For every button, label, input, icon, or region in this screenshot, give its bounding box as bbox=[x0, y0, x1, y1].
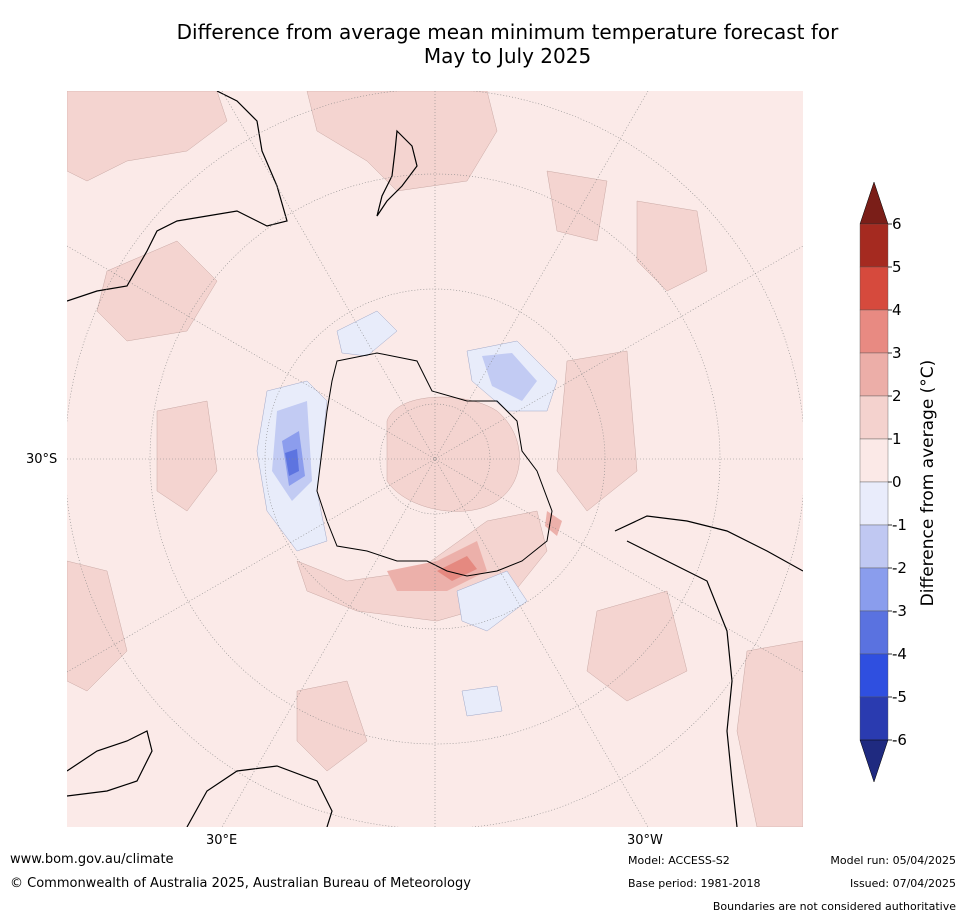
warm-polar-centre bbox=[386, 396, 520, 512]
colorbar: 6 5 4 3 2 1 0 -1 -2 -3 -4 -5 -6 bbox=[859, 181, 907, 783]
colorbar-tick-label: -3 bbox=[892, 602, 907, 620]
warm-patch-top-left bbox=[67, 91, 228, 182]
colorbar-label: Difference from average (°C) bbox=[918, 359, 938, 607]
footer-model-run: Model run: 05/04/2025 bbox=[830, 854, 956, 867]
warm-patch-bottom-right bbox=[736, 640, 803, 827]
colorbar-segment bbox=[859, 696, 889, 741]
australia-coastline bbox=[67, 91, 288, 302]
colorbar-segment bbox=[859, 653, 889, 698]
colorbar-segment bbox=[859, 223, 889, 268]
footer-disclaimer: Boundaries are not considered authoritat… bbox=[712, 900, 956, 913]
cool-patch-south bbox=[461, 685, 503, 717]
cool-4-patch-indian bbox=[285, 449, 299, 476]
warm-3-4-weddell bbox=[437, 556, 477, 581]
colorbar-segment bbox=[859, 266, 889, 311]
warm-patch-east bbox=[556, 350, 638, 512]
cool-anomaly-regions bbox=[256, 310, 558, 717]
colorbar-tick-label: -5 bbox=[892, 688, 907, 706]
chart-title: Difference from average mean minimum tem… bbox=[0, 20, 965, 68]
colorbar-segment bbox=[859, 352, 889, 397]
colorbar-tick-label: 5 bbox=[892, 258, 902, 276]
warm-2-3-peninsula bbox=[545, 511, 562, 536]
cool-patch-ross-sea bbox=[336, 310, 398, 357]
graticule bbox=[67, 91, 803, 827]
warm-patch-west bbox=[156, 400, 218, 512]
colorbar-tick-label: 2 bbox=[892, 387, 902, 405]
africa-coastline bbox=[67, 730, 333, 827]
colorbar-tick-label: -4 bbox=[892, 645, 907, 663]
polar-map bbox=[67, 91, 803, 827]
footer-url[interactable]: www.bom.gov.au/climate bbox=[10, 852, 174, 867]
colorbar-segment bbox=[859, 610, 889, 655]
colorbar-tick-label: 1 bbox=[892, 430, 902, 448]
warm-patch-left-low bbox=[67, 560, 128, 692]
lat-label-30s: 30°S bbox=[26, 452, 58, 467]
colorbar-segment bbox=[859, 438, 889, 483]
lon-label-30e: 30°E bbox=[206, 833, 238, 848]
warm-patch-top-center bbox=[306, 91, 498, 192]
footer-model: Model: ACCESS-S2 bbox=[628, 854, 730, 867]
lon-label-30w: 30°W bbox=[627, 833, 663, 848]
colorbar-top-arrow bbox=[859, 181, 889, 225]
footer-issued: Issued: 07/04/2025 bbox=[849, 877, 956, 890]
colorbar-tick-label: 3 bbox=[892, 344, 902, 362]
colorbar-segment bbox=[859, 524, 889, 569]
colorbar-tick-label: -1 bbox=[892, 516, 907, 534]
colorbar-tick-label: -6 bbox=[892, 731, 907, 749]
south-america-coastline bbox=[614, 515, 803, 827]
colorbar-segment bbox=[859, 395, 889, 440]
warm-patch-right-mid bbox=[636, 200, 708, 292]
title-line-1: Difference from average mean minimum tem… bbox=[176, 20, 839, 44]
warm-patch-right-low bbox=[586, 590, 688, 702]
colorbar-tick-label: 6 bbox=[892, 215, 902, 233]
new-zealand-coastline bbox=[376, 129, 418, 217]
footer-base-period: Base period: 1981-2018 bbox=[628, 877, 761, 890]
colorbar-segment bbox=[859, 309, 889, 354]
warm-patch-right-upper bbox=[546, 170, 608, 242]
warm-anomaly-regions bbox=[67, 91, 803, 827]
colorbar-segment bbox=[859, 567, 889, 612]
colorbar-bottom-arrow bbox=[859, 739, 889, 783]
colorbar-tick-label: 4 bbox=[892, 301, 902, 319]
colorbar-tick-label: -2 bbox=[892, 559, 907, 577]
footer-copyright: © Commonwealth of Australia 2025, Austra… bbox=[10, 876, 471, 891]
cool-patch-atlantic bbox=[456, 570, 528, 632]
warm-patch-australia-south bbox=[96, 240, 218, 342]
cool-2-patch-pacific bbox=[482, 353, 537, 401]
antarctica-coastline bbox=[316, 352, 553, 577]
colorbar-segment bbox=[859, 481, 889, 526]
colorbar-tick-label: 0 bbox=[892, 473, 902, 491]
title-line-2: May to July 2025 bbox=[423, 44, 592, 68]
warm-patch-bottom-left bbox=[296, 680, 368, 772]
